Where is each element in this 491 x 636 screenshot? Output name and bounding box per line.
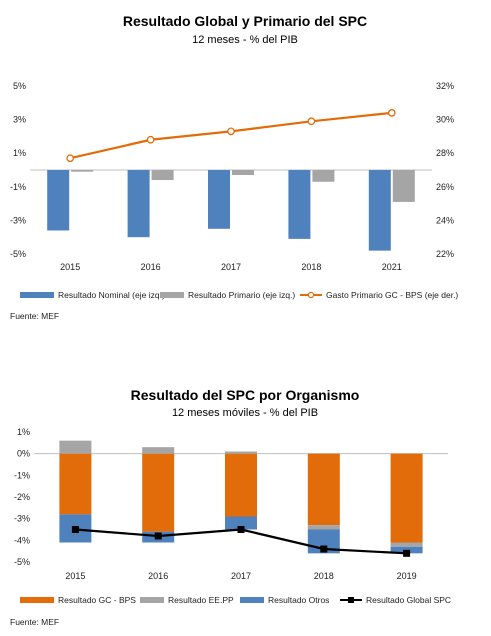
- chart1-ytick-left: 5%: [13, 81, 26, 91]
- point-gasto-primario: [227, 127, 235, 136]
- bar-resultado-primario: [392, 170, 415, 202]
- chart1-ytick-left: -3%: [10, 215, 26, 225]
- point-resultado-global: [154, 532, 162, 540]
- point-gasto-primario: [307, 117, 316, 126]
- chart1-xtick: 2017: [221, 262, 241, 272]
- point-resultado-global: [320, 545, 328, 553]
- legend-swatch-otros: [240, 597, 264, 603]
- point-resultado-global: [403, 549, 411, 557]
- point-gasto-primario: [66, 154, 75, 163]
- chart2-bars: [59, 440, 423, 554]
- chart1-ytick-left: 3%: [13, 115, 26, 125]
- chart1-ytick-right: 32%: [436, 81, 454, 91]
- legend-marker-gasto: [307, 291, 315, 299]
- chart1-xtick: 2015: [60, 262, 80, 272]
- legend-swatch-nominal: [20, 292, 54, 298]
- bar-resultado-gc-bps: [142, 453, 175, 532]
- chart1-ytick-right: 26%: [436, 182, 454, 192]
- chart1-xtick: 2018: [301, 262, 321, 272]
- chart1-xtick: 2016: [141, 262, 161, 272]
- bar-resultado-primario: [71, 170, 94, 172]
- legend-swatch-primario: [160, 292, 184, 298]
- bar-resultado-nominal: [208, 170, 230, 229]
- chart2-xtick: 2019: [397, 571, 417, 581]
- bar-resultado-nominal: [47, 170, 70, 231]
- chart2-ytick: 0%: [17, 449, 30, 459]
- chart2-xtick: 2017: [231, 571, 251, 581]
- chart2-ytick: -4%: [14, 535, 30, 545]
- legend-swatch-eepp: [140, 597, 164, 603]
- bar-resultado-eepp: [225, 451, 257, 454]
- legend-marker-global: [348, 597, 354, 603]
- chart1-ytick-right: 22%: [436, 249, 454, 259]
- bar-resultado-gc-bps: [390, 453, 423, 543]
- bar-resultado-eepp: [59, 440, 92, 454]
- legend-label-otros: Resultado Otros: [268, 595, 329, 605]
- bar-resultado-gc-bps: [225, 453, 257, 517]
- chart2-ytick: 1%: [17, 427, 30, 437]
- chart2-xtick: 2016: [148, 571, 168, 581]
- chart1-source: Fuente: MEF: [10, 311, 59, 321]
- bar-resultado-nominal: [127, 170, 150, 238]
- chart1-subtitle: 12 meses - % del PIB: [192, 34, 298, 46]
- chart-por-organismo: Resultado del SPC por Organismo 12 meses…: [10, 387, 451, 627]
- bar-resultado-otros: [225, 516, 257, 530]
- bar-resultado-eepp: [307, 525, 340, 530]
- bar-resultado-primario: [151, 170, 174, 181]
- bar-resultado-nominal: [368, 170, 391, 251]
- chart2-subtitle: 12 meses móviles - % del PIB: [172, 407, 318, 419]
- chart2-ytick: -1%: [14, 470, 30, 480]
- bar-resultado-gc-bps: [307, 453, 340, 526]
- bar-resultado-primario: [232, 170, 254, 176]
- chart2-title: Resultado del SPC por Organismo: [131, 387, 360, 403]
- chart1-axes: 5% 3% 1% -1% -3% -5% 32% 30% 28% 26% 24% 22% 2015 201…: [10, 81, 454, 272]
- legend-label-gc-bps: Resultado GC - BPS: [58, 595, 136, 605]
- chart1-ytick-right: 28%: [436, 148, 454, 158]
- chart1-ytick-left: -1%: [10, 182, 26, 192]
- chart1-ytick-left: -5%: [10, 249, 26, 259]
- legend-label-gasto: Gasto Primario GC - BPS (eje der.): [326, 290, 458, 300]
- chart2-xtick: 2015: [65, 571, 85, 581]
- chart2-xtick: 2018: [314, 571, 334, 581]
- bar-resultado-gc-bps: [59, 453, 92, 515]
- chart2-ytick: -2%: [14, 492, 30, 502]
- chart2-ytick: -3%: [14, 514, 30, 524]
- chart-global-primario: Resultado Global y Primario del SPC 12 m…: [10, 13, 458, 321]
- legend-label-eepp: Resultado EE.PP: [168, 595, 234, 605]
- chart2-source: Fuente: MEF: [10, 617, 59, 627]
- bar-resultado-primario: [312, 170, 335, 182]
- point-resultado-global: [71, 526, 79, 533]
- chart1-line: [66, 109, 396, 163]
- point-gasto-primario: [387, 109, 396, 117]
- line-resultado-global: [75, 528, 407, 555]
- chart2-legend: Resultado GC - BPS Resultado EE.PP Resulta…: [20, 595, 451, 605]
- chart1-title: Resultado Global y Primario del SPC: [123, 13, 367, 29]
- bar-resultado-nominal: [288, 170, 311, 239]
- chart1-bars: [47, 170, 415, 251]
- chart1-ytick-right: 24%: [436, 215, 454, 225]
- bar-resultado-eepp: [142, 447, 175, 454]
- point-resultado-global: [237, 526, 245, 533]
- point-gasto-primario: [146, 135, 155, 144]
- chart1-xtick: 2021: [382, 262, 402, 272]
- legend-label-primario: Resultado Primario (eje izq.): [188, 290, 295, 300]
- chart1-ytick-left: 1%: [13, 148, 26, 158]
- line-gasto-primario: [69, 111, 392, 160]
- chart1-legend: Resultado Nominal (eje izq.) Resultado Pr…: [20, 290, 458, 300]
- chart1-ytick-right: 30%: [436, 115, 454, 125]
- legend-label-global: Resultado Global SPC: [366, 595, 451, 605]
- chart2-line: [71, 526, 411, 557]
- legend-swatch-gc-bps: [20, 597, 54, 603]
- legend-label-nominal: Resultado Nominal (eje izq.): [58, 290, 165, 300]
- chart2-ytick: -5%: [14, 557, 30, 567]
- chart2-axes: 1% 0% -1% -2% -3% -4% -5% 2015 2016 2017 2018 2019: [14, 427, 448, 581]
- bar-resultado-eepp: [390, 542, 423, 547]
